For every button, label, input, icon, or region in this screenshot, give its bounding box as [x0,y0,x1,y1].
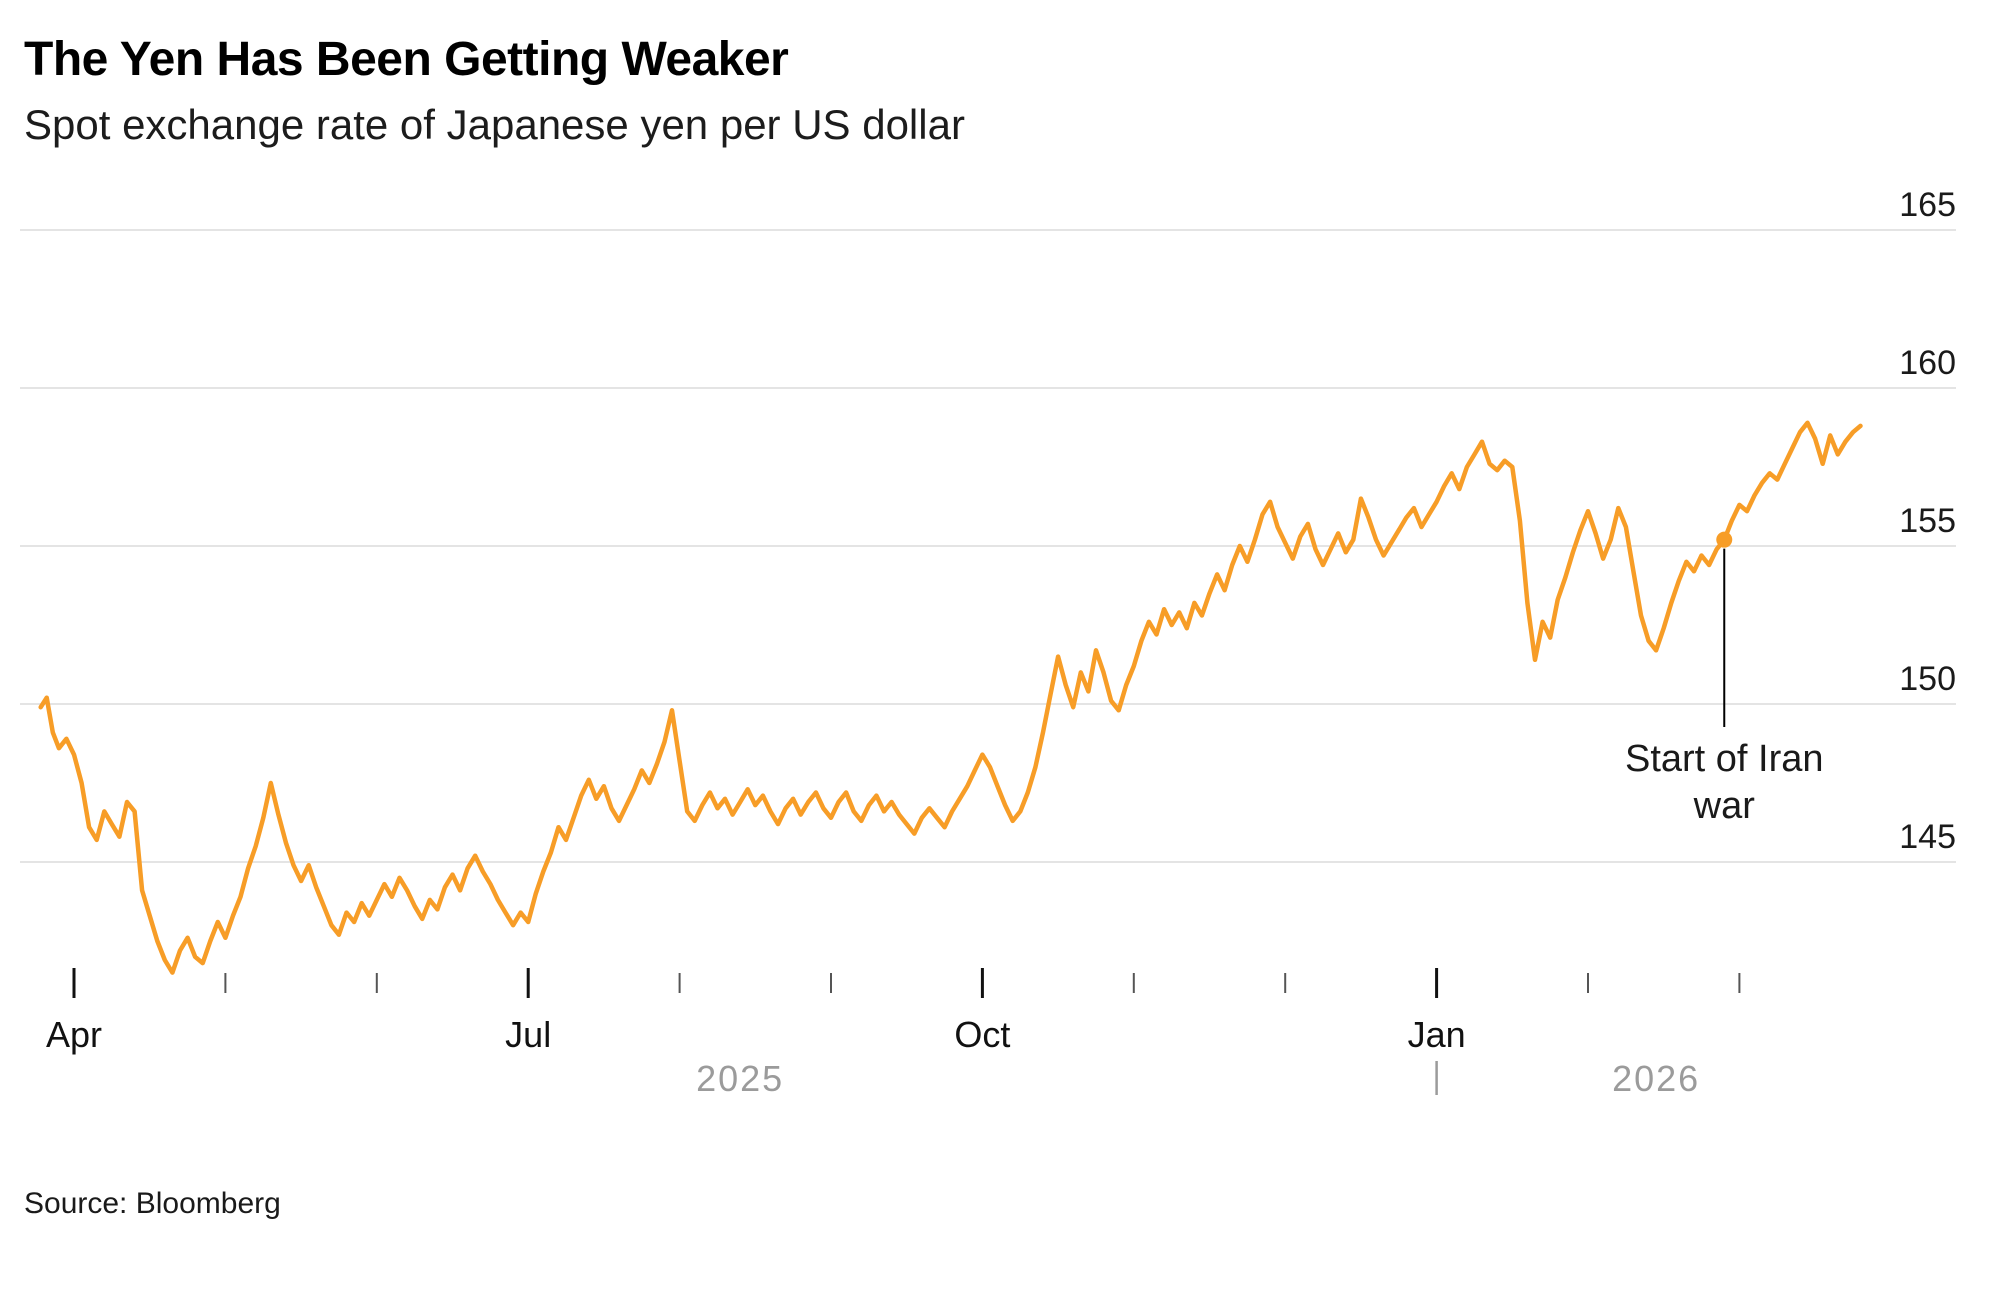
year-label: 2026 [1612,1058,1700,1099]
x-tick-label: Jan [1408,1014,1466,1055]
annotation-label: war [1693,785,1756,827]
x-tick-label: Jul [505,1014,551,1055]
x-tick-label: Apr [46,1014,102,1055]
chart-header: The Yen Has Been Getting Weaker Spot exc… [0,0,2000,149]
year-label: 2025 [696,1058,784,1099]
annotation-label: Start of Iran [1625,738,1824,780]
y-axis-label: 165 [1899,186,1956,224]
y-axis-label: 145 [1899,818,1956,856]
y-axis-label: 155 [1899,502,1956,540]
source-note: Source: Bloomberg [24,1187,281,1221]
exchange-rate-line [38,420,1863,975]
chart-title: The Yen Has Been Getting Weaker [24,33,789,86]
y-axis-label: 150 [1899,660,1956,698]
annotation-dot [1716,531,1733,548]
x-tick-label: Oct [954,1014,1010,1055]
chart-subtitle: Spot exchange rate of Japanese yen per U… [24,100,965,148]
chart-footer: Source: Bloomberg [0,1187,2000,1221]
y-axis-label: 160 [1899,344,1956,382]
yen-exchange-rate-chart: 145 150 155 160 165 Apr Jul Oct Jan 2025 2026 Start… [20,186,1956,1099]
